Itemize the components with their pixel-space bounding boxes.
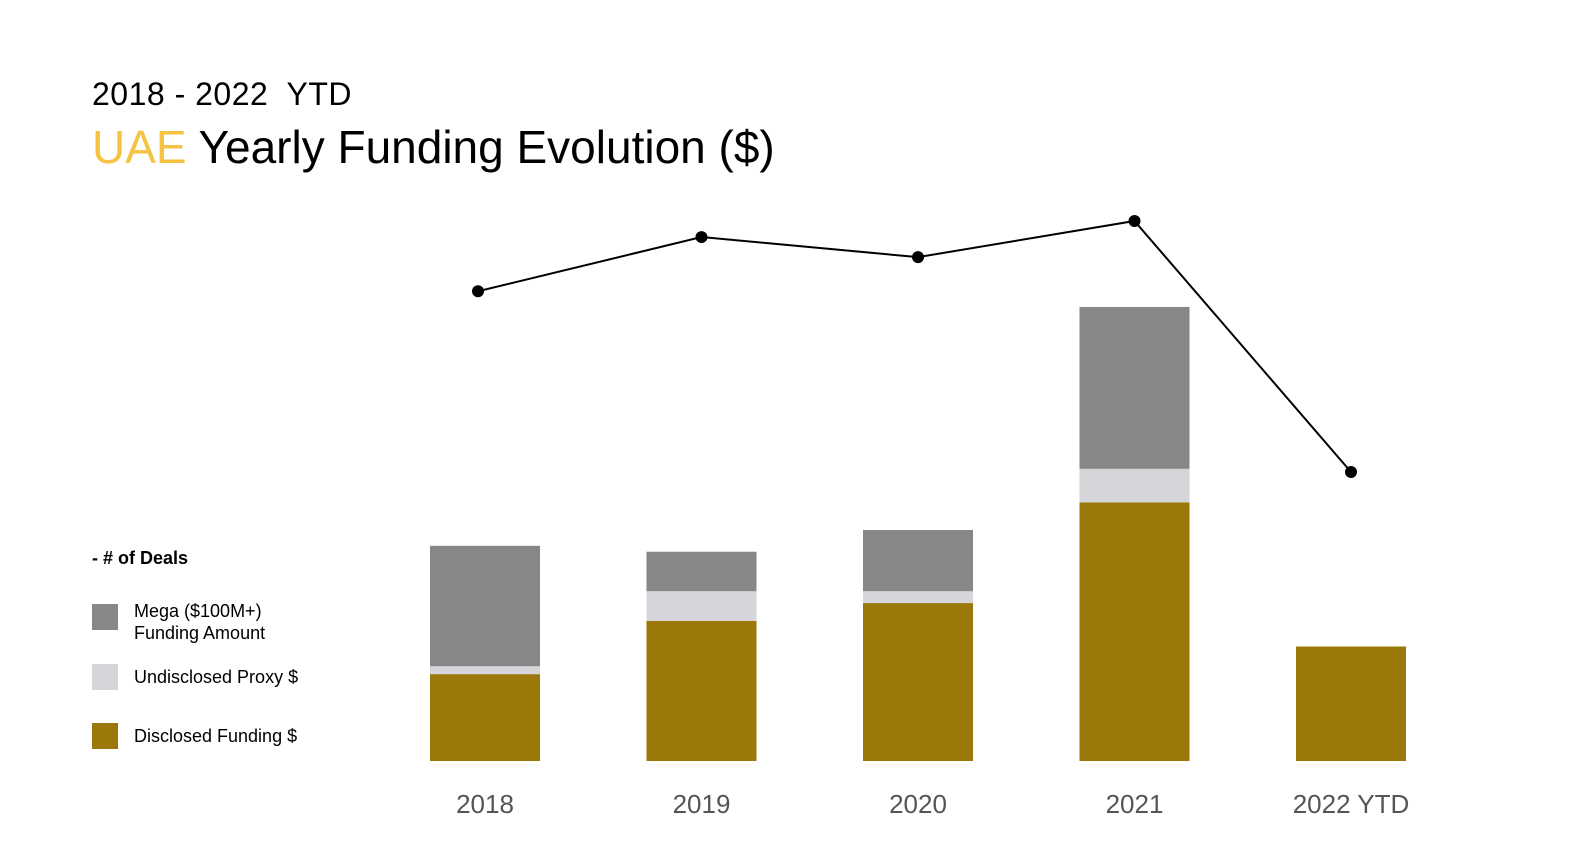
legend-label-mega: Mega ($100M+) Funding Amount <box>134 601 266 643</box>
title-rest: Yearly Funding Evolution ($) <box>186 121 775 173</box>
legend-label-disclosed: Disclosed Funding $ <box>134 726 298 746</box>
bar-disclosed-2022-ytd <box>1296 646 1406 761</box>
x-tick-label: 2018 <box>456 789 514 819</box>
bar-mega-2021 <box>1079 306 1190 469</box>
legend-heading: - # of Deals <box>92 548 189 568</box>
bar-mega-2020 <box>863 530 973 592</box>
title-accent: UAE <box>92 121 187 173</box>
bar-undisclosed-2020 <box>863 591 973 604</box>
x-tick-label: 2021 <box>1106 789 1164 819</box>
x-tick-label: 2022 YTD <box>1293 789 1410 819</box>
bar-disclosed-2020 <box>863 603 973 761</box>
bar-undisclosed-2018 <box>430 666 540 675</box>
bar-disclosed-2021 <box>1079 502 1190 761</box>
chart-subtitle: 2018 - 2022 YTD <box>92 76 353 112</box>
legend-swatch-mega <box>92 604 118 630</box>
bar-mega-2018 <box>430 545 540 667</box>
deals-point-2020 <box>912 251 924 264</box>
bar-disclosed-2018 <box>430 674 540 761</box>
bar-mega-2019 <box>646 551 757 592</box>
deals-point-2021 <box>1128 215 1141 227</box>
deals-point-2019 <box>695 231 708 244</box>
bar-undisclosed-2021 <box>1079 468 1190 503</box>
deals-point-2018 <box>472 285 484 298</box>
deals-point-2022-ytd <box>1345 466 1357 478</box>
x-tick-label: 2019 <box>673 789 731 819</box>
x-tick-label: 2020 <box>889 789 947 819</box>
legend-label-undisclosed: Undisclosed Proxy $ <box>134 667 299 687</box>
chart-title: UAE Yearly Funding Evolution ($) <box>92 120 775 174</box>
bar-disclosed-2019 <box>646 620 757 761</box>
legend-swatch-disclosed <box>92 723 118 749</box>
bar-undisclosed-2019 <box>646 591 757 621</box>
legend-swatch-undisclosed <box>92 664 118 690</box>
